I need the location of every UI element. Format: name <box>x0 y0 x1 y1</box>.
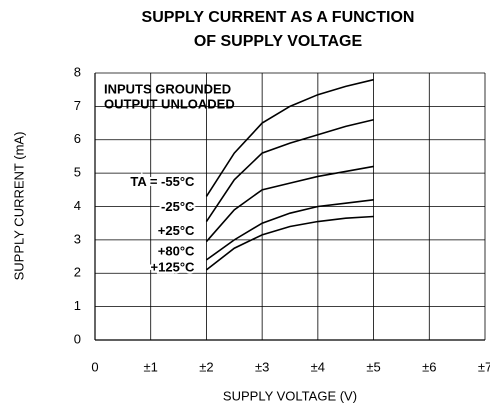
x-tick-label: ±7 <box>478 359 490 374</box>
series-line <box>205 118 374 222</box>
series-line <box>205 78 374 197</box>
series-line <box>205 199 374 261</box>
y-tick-label: 5 <box>74 165 81 180</box>
x-tick-label: ±3 <box>255 359 269 374</box>
y-tick-label: 0 <box>74 331 81 346</box>
series-label: +125°C <box>151 259 195 274</box>
series-label: +25°C <box>158 223 195 238</box>
series-label: TA = -55°C <box>130 174 195 189</box>
y-tick-label: 1 <box>74 298 81 313</box>
y-tick-label: 3 <box>74 231 81 246</box>
y-tick-label: 6 <box>74 131 81 146</box>
chart-title: SUPPLY CURRENT AS A FUNCTION <box>142 9 415 26</box>
annotation: INPUTS GROUNDED <box>104 81 231 96</box>
x-tick-label: ±1 <box>144 359 158 374</box>
x-axis-label: SUPPLY VOLTAGE (V) <box>223 388 357 403</box>
series-label: -25°C <box>161 199 195 214</box>
y-tick-label: 7 <box>74 98 81 113</box>
series-line <box>205 215 374 271</box>
x-tick-label: ±6 <box>422 359 436 374</box>
series-label: +80°C <box>158 243 195 258</box>
series-line <box>205 165 374 243</box>
chart-title: OF SUPPLY VOLTAGE <box>194 33 363 50</box>
x-tick-label: ±2 <box>199 359 213 374</box>
x-tick-label: ±5 <box>366 359 380 374</box>
annotation: OUTPUT UNLOADED <box>104 96 235 111</box>
x-tick-label: ±4 <box>311 359 325 374</box>
x-tick-label: 0 <box>91 359 98 374</box>
y-tick-label: 2 <box>74 265 81 280</box>
y-axis-label: SUPPLY CURRENT (mA) <box>11 132 26 281</box>
y-tick-label: 8 <box>74 64 81 79</box>
y-tick-label: 4 <box>74 198 81 213</box>
